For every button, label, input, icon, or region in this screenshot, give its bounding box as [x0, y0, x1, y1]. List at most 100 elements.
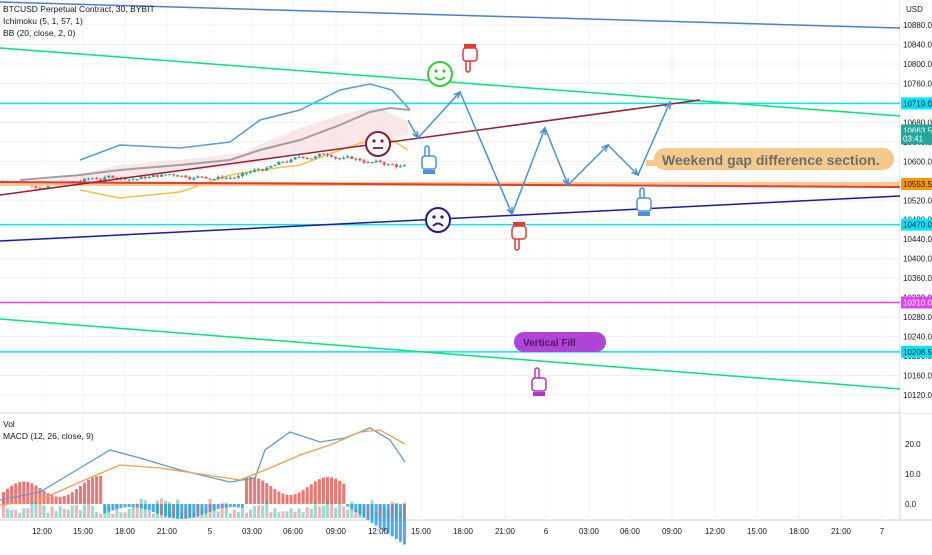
projection-arrowhead: [539, 126, 546, 136]
macd-histogram-bar: [212, 504, 216, 511]
candle: [257, 169, 261, 171]
candle: [277, 161, 281, 165]
time-tick-label: 7: [880, 527, 885, 536]
time-tick-label: 12:00: [705, 527, 726, 536]
macd-histogram-bar: [95, 476, 99, 504]
price-axis-bg: [900, 0, 932, 413]
macd-histogram-bar: [245, 477, 248, 504]
volume-bar: [297, 508, 301, 518]
hand-palm: [421, 155, 437, 170]
time-tick-label: 21:00: [831, 527, 852, 536]
macd-histogram-bar: [289, 494, 293, 504]
purple-hand-pointer-icon: [531, 367, 547, 396]
volume-bar: [289, 508, 293, 518]
macd-histogram-bar: [382, 504, 386, 531]
volume-bar: [374, 511, 378, 518]
macd-histogram-bar: [386, 504, 390, 534]
volume-bar: [362, 506, 366, 518]
volume-bar: [74, 504, 78, 518]
volume-bar: [224, 502, 228, 518]
macd-histogram-bar: [176, 504, 180, 519]
candle: [293, 157, 297, 160]
volume-bar: [139, 498, 143, 518]
volume-bar: [216, 511, 220, 518]
macd-histogram-bar: [196, 504, 200, 517]
volume-bar: [240, 508, 244, 518]
volume-bar: [261, 505, 265, 518]
face-outline: [427, 61, 453, 87]
price-tick-label: 10800.0: [903, 60, 932, 69]
time-tick-label: 09:00: [326, 527, 347, 536]
volume-bar: [151, 513, 155, 518]
candle: [374, 160, 378, 163]
symbol-title[interactable]: BTCUSD Perpetual Contract, 30, BYBIT: [3, 4, 155, 14]
candle: [164, 174, 167, 176]
ichimoku-legend[interactable]: Ichimoku (5, 1, 57, 1): [3, 16, 83, 26]
time-tick-label: 18:00: [789, 527, 810, 536]
volume-bar: [358, 504, 362, 518]
macd-histogram-bar: [390, 504, 394, 537]
macd-histogram-bar: [232, 504, 236, 508]
price-label-tag: [901, 97, 932, 110]
candle: [83, 178, 86, 182]
candle: [143, 176, 147, 179]
candle: [200, 176, 204, 178]
candle: [297, 156, 301, 158]
volume-bar: [46, 512, 50, 518]
macd-histogram-bar: [184, 504, 188, 519]
candle: [358, 158, 362, 161]
volume-bar: [285, 511, 289, 518]
price-label-tag: [901, 124, 932, 137]
price-tick-label: 10440.0: [903, 235, 932, 244]
macd-legend[interactable]: MACD (12, 26, close, 9): [3, 431, 94, 441]
macd-pane: [0, 427, 406, 545]
candle: [261, 169, 265, 171]
price-label-tag: [901, 132, 932, 145]
face-outline: [425, 207, 451, 233]
candle: [131, 179, 135, 181]
hand-cuff: [464, 44, 476, 48]
price-label-text: 10310.0: [903, 299, 932, 308]
macd-histogram-bar: [6, 488, 10, 504]
volume-bar: [378, 505, 382, 518]
vol-legend[interactable]: Vol: [3, 419, 15, 429]
macd-histogram-bar: [326, 477, 329, 504]
candle: [168, 174, 172, 176]
macd-histogram-bar: [249, 477, 253, 504]
macd-histogram-bar: [10, 485, 14, 504]
volume-bar: [172, 504, 176, 518]
macd-histogram-bar: [257, 478, 261, 504]
candle: [212, 179, 216, 181]
macd-histogram-bar: [269, 486, 273, 504]
volume-bar: [115, 504, 119, 518]
candle: [245, 172, 248, 174]
volume-bar: [50, 506, 54, 518]
volume-bar: [204, 508, 208, 518]
candle: [159, 174, 163, 177]
macd-histogram-bar: [220, 504, 224, 509]
volume-bar: [164, 500, 167, 518]
time-tick-label: 21:00: [495, 527, 516, 536]
volume-bar: [30, 498, 34, 518]
bb-upper-band: [79, 83, 411, 161]
bb-legend[interactable]: BB (20, close, 2, 0): [3, 28, 76, 38]
candle: [176, 175, 180, 177]
projection-arrowhead: [412, 130, 419, 140]
volume-bar: [26, 508, 30, 518]
volume-bar: [253, 505, 257, 518]
candle: [350, 156, 354, 160]
candle: [334, 156, 338, 159]
volume-bar: [386, 510, 390, 518]
candle: [354, 158, 358, 160]
macd-histogram-bar: [38, 488, 42, 504]
candle: [249, 171, 253, 173]
candle: [321, 153, 325, 155]
macd-histogram-bar: [301, 490, 305, 504]
bb-basis: [19, 106, 411, 181]
macd-histogram-bar: [200, 504, 204, 515]
price-tick-label: 10600.0: [903, 157, 932, 166]
candle: [216, 176, 220, 180]
candle: [107, 175, 111, 178]
